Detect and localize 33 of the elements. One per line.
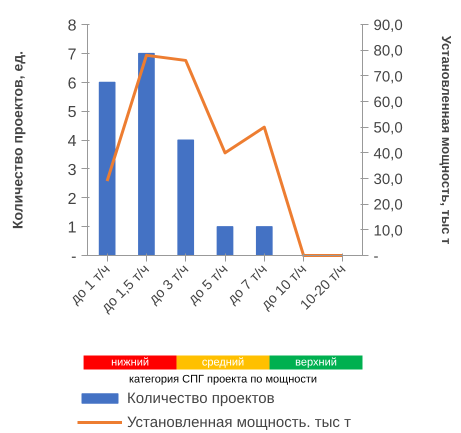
bar <box>98 82 116 256</box>
y-tick-label: 3 <box>68 162 77 179</box>
y2-tick-label: 30,0 <box>374 171 403 188</box>
y2-tick-label: 40,0 <box>374 145 403 162</box>
y-tick-label: 6 <box>68 75 77 92</box>
y-tick-label: - <box>71 248 76 266</box>
y2-tick-label: 60,0 <box>374 94 403 111</box>
y2-tick-label: 10,0 <box>374 222 403 240</box>
y2-axis-title: Установленная мощность, тыс т <box>439 36 454 244</box>
category-label: нижний <box>111 356 150 368</box>
y-tick-label: 2 <box>68 190 77 208</box>
legend-label: Количество проектов <box>127 389 275 407</box>
y-tick-label: 1 <box>68 220 77 237</box>
category-label: средний <box>202 356 244 368</box>
y2-tick-label: 70,0 <box>374 68 403 86</box>
text: категория СПГ проекта по мощности <box>129 374 318 386</box>
y2-tick-label: - <box>374 248 378 265</box>
category-label: верхний <box>295 356 337 368</box>
y-tick-label: 4 <box>68 133 77 150</box>
y2-tick-label: 80,0 <box>374 42 403 60</box>
y-tick-label: 8 <box>68 18 77 34</box>
legend-label: Установленная мощность. тыс т <box>127 413 351 431</box>
y-tick-label: 7 <box>68 46 77 64</box>
y-tick-label: 5 <box>68 104 77 122</box>
line-series <box>106 54 344 257</box>
bar <box>177 140 194 256</box>
y-axis-title: Количество проектов, ед. <box>10 50 26 230</box>
bar <box>256 226 273 256</box>
y2-tick-label: 20,0 <box>374 196 403 214</box>
y2-tick-label: 90,0 <box>374 17 403 34</box>
bar <box>138 52 155 256</box>
y2-tick-label: 50,0 <box>374 120 403 137</box>
bar <box>216 226 234 256</box>
